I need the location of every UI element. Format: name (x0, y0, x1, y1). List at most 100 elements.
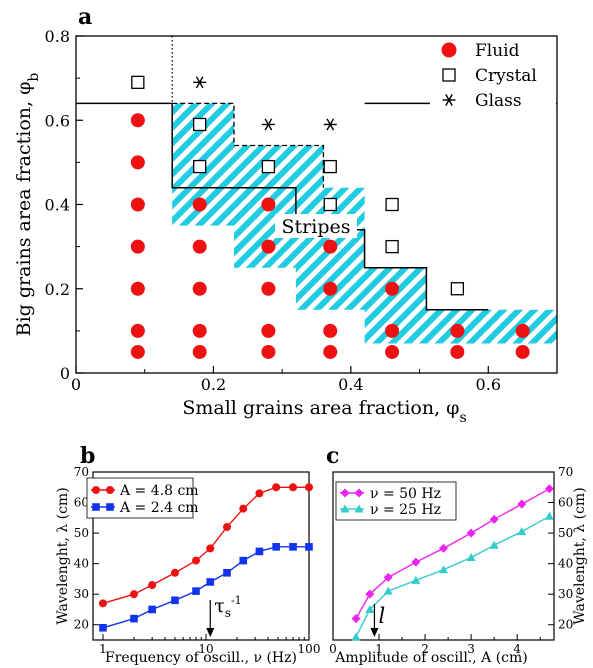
series-1-point (129, 590, 138, 599)
series-2-point (411, 575, 421, 584)
legend-marker (354, 504, 364, 513)
x-tick-label: 0.2 (201, 375, 226, 394)
panel-letter-a: a (78, 4, 92, 30)
stripes-label-bg (275, 214, 357, 238)
stripes-label: Stripes (282, 216, 351, 238)
solid-boundary-lower (171, 103, 489, 311)
legend: A = 4.8 cmA = 2.4 cm (86, 477, 199, 519)
crystal-point (323, 197, 337, 212)
series-2-point (439, 565, 448, 574)
series-2-point (489, 540, 499, 549)
series-1-point (365, 589, 375, 599)
y-tick-label: 50 (558, 526, 573, 540)
series-2-point (351, 632, 361, 641)
series-2-point (305, 543, 313, 551)
legend-marker (106, 486, 114, 494)
fluid-point (192, 344, 207, 359)
x-tick-label: 1 (375, 642, 383, 656)
series-1-point (148, 581, 157, 590)
series-2-point (99, 623, 107, 632)
series-1-point (383, 572, 393, 582)
panel-a: a 0 0.2 0.4 0.6 0 0.2 0.4 0.6 0.8 Stripes Fluid Crys… (13, 4, 558, 426)
fluid-point (385, 281, 400, 296)
y-tick-label: 70 (74, 465, 89, 479)
series-1-point (489, 514, 499, 524)
y-axis-label: Wavelenght, λ (cm) (55, 487, 71, 624)
crystal-point (193, 117, 207, 132)
y-tick-label: 40 (74, 557, 89, 571)
legend-box (335, 481, 457, 521)
legend: ν = 50 Hzν = 25 Hz (335, 481, 457, 521)
fluid-point (261, 323, 276, 338)
series-1-point (239, 504, 248, 513)
crystal-point (385, 239, 399, 254)
legend-label-1: ν = 50 Hz (370, 486, 441, 502)
series-1-point (439, 543, 448, 553)
fluid-point (385, 344, 400, 359)
series-2-point (171, 596, 179, 605)
stripes-region (172, 103, 557, 344)
fluid-point (385, 323, 400, 338)
series-1-point (289, 483, 298, 492)
legend-fluid-marker (441, 42, 457, 58)
fluid-point (450, 323, 465, 338)
legend-marker (106, 503, 114, 511)
x-axis-label: Amplitude of oscill., A (cm) (334, 650, 528, 666)
fluid-point (130, 197, 145, 212)
y-tick-label: 30 (558, 587, 573, 601)
x-tick-label: 0.6 (476, 375, 501, 394)
legend-marker (340, 488, 350, 498)
y-tick-label: 0.2 (45, 280, 70, 299)
fluid-point (261, 197, 276, 212)
x-tick-label: 4 (513, 642, 521, 656)
x-tick-label: 0 (71, 375, 81, 394)
series-1-point (517, 499, 527, 509)
series-2-point (466, 553, 476, 562)
series-1-point (466, 528, 476, 538)
y-tick-label: 20 (558, 618, 573, 632)
fluid-point (130, 281, 145, 296)
legend-marker (92, 503, 100, 511)
series-2-point (272, 543, 280, 551)
glass-star-stroke (195, 76, 204, 89)
series-1-point (170, 568, 179, 577)
fluid-point (323, 239, 338, 254)
fluid-point (515, 323, 530, 338)
glass-point (193, 76, 207, 89)
legend: Fluid Crystal Glass (430, 37, 556, 115)
fluid-point (323, 323, 338, 338)
legend-label-2: ν = 25 Hz (370, 502, 441, 518)
y-tick-label: 30 (74, 587, 89, 601)
y-tick-label: 40 (558, 557, 573, 571)
series-2-point (365, 604, 375, 613)
legend-glass-label: Glass (475, 91, 522, 111)
panel-letter-b: b (80, 443, 95, 469)
fluid-point (192, 197, 207, 212)
series-2-point (289, 543, 297, 551)
crystal-point (450, 282, 465, 296)
fluid-point (130, 155, 145, 170)
fluid-point (130, 113, 145, 128)
plot-frame (332, 471, 555, 641)
legend-fluid-label: Fluid (475, 41, 520, 61)
fluid-point (130, 344, 145, 359)
panel-b: b 1 10 100 20 30 40 50 60 70 τs-1 A = 4.8 cmA = 2.4… (55, 443, 320, 666)
fluid-point (261, 239, 276, 254)
series-2-point (239, 556, 248, 565)
fluid-point (450, 344, 465, 359)
legend-label-2: A = 2.4 cm (119, 500, 199, 516)
fluid-point (192, 323, 207, 338)
crystal-point (385, 197, 399, 212)
series-2-point (223, 569, 231, 577)
y-tick-label: 60 (74, 496, 89, 510)
dashed-boundary-line (172, 102, 325, 188)
series-1-point (411, 557, 421, 567)
y-tick-label: 50 (74, 526, 89, 540)
series-1-point (351, 614, 361, 624)
series-2-point (206, 578, 215, 586)
series-2-point (192, 587, 200, 595)
series-1-point (255, 489, 264, 498)
x-tick-label: 0.4 (338, 375, 363, 394)
legend-crystal-marker (442, 68, 456, 82)
